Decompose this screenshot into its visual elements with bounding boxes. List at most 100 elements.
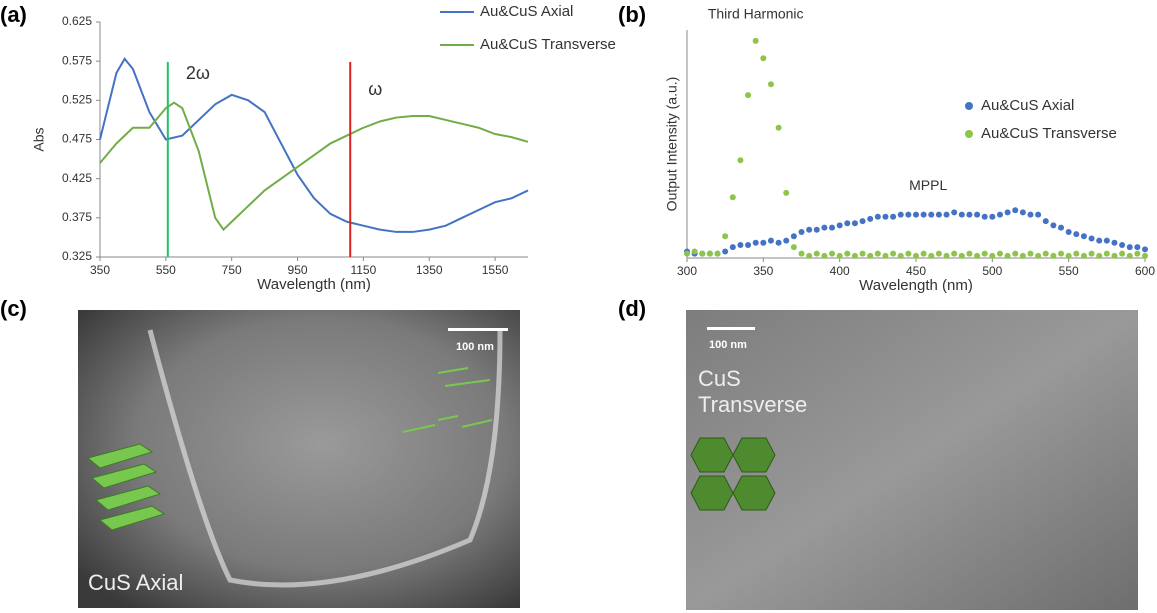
- point: [814, 251, 820, 257]
- x-tick-label: 550: [1059, 264, 1079, 278]
- y-tick-label: 0.475: [62, 132, 92, 146]
- point: [852, 220, 858, 226]
- point: [882, 214, 888, 220]
- point: [699, 251, 705, 257]
- point: [1111, 240, 1117, 246]
- point: [882, 253, 888, 259]
- point: [875, 214, 881, 220]
- point: [791, 233, 797, 239]
- point: [944, 253, 950, 259]
- point: [1043, 251, 1049, 257]
- annotation: MPPL: [909, 177, 947, 193]
- point: [997, 212, 1003, 218]
- point: [829, 225, 835, 231]
- point: [1012, 207, 1018, 213]
- point: [737, 157, 743, 163]
- y-axis-title: Output Intensity (a.u.): [664, 77, 680, 212]
- point: [913, 253, 919, 259]
- series-line: [100, 59, 528, 232]
- point: [1066, 253, 1072, 259]
- x-tick-label: 300: [677, 264, 697, 278]
- point: [974, 212, 980, 218]
- point: [768, 238, 774, 244]
- x-tick-label: 600: [1135, 264, 1155, 278]
- y-tick-label: 0.375: [62, 210, 92, 224]
- x-axis-title: Wavelength (nm): [257, 276, 371, 293]
- point: [905, 212, 911, 218]
- point: [1096, 253, 1102, 259]
- point: [928, 253, 934, 259]
- point: [1089, 235, 1095, 241]
- legend-label: Au&CuS Transverse: [480, 36, 616, 53]
- point: [760, 240, 766, 246]
- scale-label: 100 nm: [456, 334, 494, 360]
- x-tick-label: 1350: [416, 263, 443, 277]
- point: [707, 251, 713, 257]
- point: [1119, 242, 1125, 248]
- point: [1050, 253, 1056, 259]
- point: [1028, 251, 1034, 257]
- point: [806, 253, 812, 259]
- point: [1127, 244, 1133, 250]
- point: [730, 194, 736, 200]
- point: [806, 227, 812, 233]
- point: [1035, 253, 1041, 259]
- point: [829, 251, 835, 257]
- legend-swatch: [965, 102, 973, 110]
- point: [852, 253, 858, 259]
- point: [692, 248, 698, 254]
- point: [1127, 253, 1133, 259]
- point: [722, 248, 728, 254]
- legend-label: Au&CuS Axial: [981, 97, 1074, 114]
- x-tick-label: 750: [222, 263, 242, 277]
- point: [860, 251, 866, 257]
- point: [684, 251, 690, 257]
- point: [1089, 251, 1095, 257]
- x-tick-label: 400: [830, 264, 850, 278]
- point: [783, 238, 789, 244]
- legend-swatch: [965, 130, 973, 138]
- point: [997, 251, 1003, 257]
- point: [1058, 225, 1064, 231]
- point: [1020, 209, 1026, 215]
- point: [821, 253, 827, 259]
- annotation: Third Harmonic: [708, 6, 804, 22]
- point: [1012, 251, 1018, 257]
- point: [1066, 229, 1072, 235]
- point: [799, 251, 805, 257]
- point: [1028, 212, 1034, 218]
- y-axis-title: Abs: [31, 127, 47, 151]
- point: [860, 218, 866, 224]
- point: [768, 81, 774, 87]
- point: [783, 190, 789, 196]
- point: [1081, 233, 1087, 239]
- figure: 3505507509501150135015500.3250.3750.4250…: [0, 0, 1157, 613]
- point: [913, 212, 919, 218]
- point: [966, 212, 972, 218]
- point: [715, 251, 721, 257]
- y-tick-label: 0.575: [62, 53, 92, 67]
- point: [974, 253, 980, 259]
- point: [844, 220, 850, 226]
- sem-image-c: [78, 310, 520, 608]
- point: [745, 242, 751, 248]
- point: [921, 212, 927, 218]
- point: [753, 38, 759, 44]
- point: [1035, 212, 1041, 218]
- y-tick-label: 0.525: [62, 93, 92, 107]
- panel-label: (d): [618, 296, 646, 322]
- point: [837, 222, 843, 228]
- point: [1134, 251, 1140, 257]
- point: [1005, 209, 1011, 215]
- panel-label: (c): [0, 296, 27, 322]
- y-tick-label: 0.425: [62, 171, 92, 185]
- point: [776, 240, 782, 246]
- image-caption: CuS Axial: [88, 570, 183, 596]
- y-tick-label: 0.625: [62, 14, 92, 28]
- x-tick-label: 350: [753, 264, 773, 278]
- point: [791, 244, 797, 250]
- scale-label: 100 nm: [709, 332, 747, 358]
- point: [890, 251, 896, 257]
- panel-label: (a): [0, 2, 27, 28]
- point: [730, 244, 736, 250]
